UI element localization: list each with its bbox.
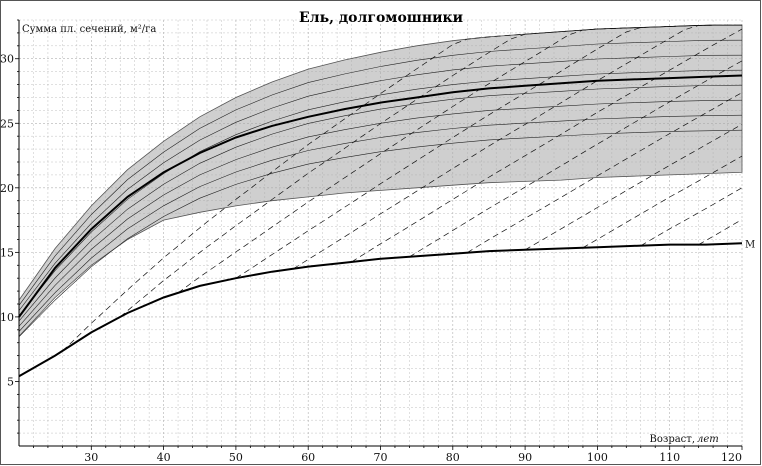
y-tick-label: 25	[0, 117, 14, 130]
dashed-curve	[698, 219, 742, 245]
x-tick-label: 60	[301, 451, 315, 464]
axes	[15, 19, 743, 450]
y-tick-label: 30	[0, 53, 14, 66]
dashed-curve	[582, 155, 742, 249]
x-tick-label: 50	[229, 451, 243, 464]
x-tick-label: 110	[659, 451, 680, 464]
dashed-curve	[524, 123, 742, 251]
x-tick-label: 30	[84, 451, 98, 464]
dashed-curve	[293, 24, 742, 269]
y-axis-label: Сумма пл. сечений, м²/га	[22, 24, 156, 35]
band-inner-line	[19, 114, 742, 332]
x-tick-label: 90	[518, 451, 532, 464]
y-tick-label: 10	[0, 311, 14, 324]
x-tick-label: 100	[587, 451, 608, 464]
dashed-curve	[467, 92, 742, 253]
x-tick-label: 120	[721, 451, 742, 464]
band-inner-lines	[19, 39, 742, 338]
y-tick-label: 20	[0, 182, 14, 195]
x-axis-label: Возраст,	[650, 434, 696, 445]
y-tick-label: 15	[0, 246, 14, 259]
dashed-lines	[62, 24, 742, 352]
band-inner-line	[19, 129, 742, 338]
x-tick-label: 80	[446, 451, 460, 464]
band-inner-line	[19, 39, 742, 306]
chart-title: Ель, долгомошники	[299, 10, 463, 26]
dashed-curve	[177, 24, 742, 294]
series-line	[18, 74, 743, 318]
y-tick-label: 5	[7, 375, 14, 388]
dashed-curve	[235, 24, 742, 279]
dashed-curve	[119, 24, 742, 318]
dashed-curve	[62, 24, 742, 352]
band-inner-line	[19, 69, 742, 316]
dashed-curve	[409, 60, 742, 258]
series-lines	[18, 74, 743, 378]
series-line	[18, 242, 743, 378]
x-tick-label: 70	[374, 451, 388, 464]
band-inner-line	[19, 54, 742, 311]
band-inner-line	[19, 84, 742, 322]
x-tick-label: 40	[157, 451, 171, 464]
series-label-m: M	[745, 239, 755, 250]
tick-labels: 5 10 15 20 25 30 30 40 50 60 70 80 90 100 110 120	[0, 53, 742, 464]
x-axis-unit: лет	[697, 434, 719, 445]
